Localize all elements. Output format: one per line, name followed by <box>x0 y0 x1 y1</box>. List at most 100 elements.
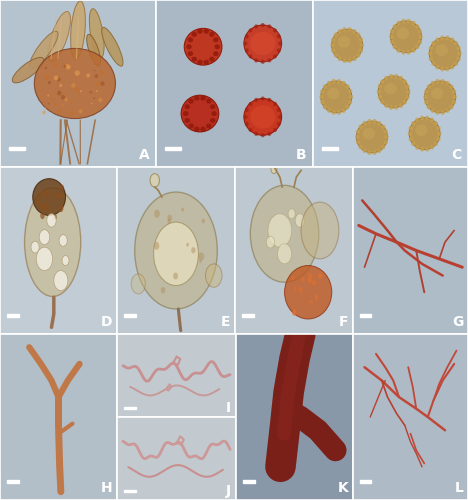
Ellipse shape <box>59 234 67 246</box>
Ellipse shape <box>390 40 395 44</box>
Bar <box>322 147 338 150</box>
Ellipse shape <box>184 104 190 109</box>
Ellipse shape <box>337 56 342 61</box>
Ellipse shape <box>78 92 80 94</box>
Ellipse shape <box>390 29 395 34</box>
Ellipse shape <box>381 124 385 129</box>
Text: A: A <box>139 148 150 162</box>
Ellipse shape <box>245 34 249 38</box>
Bar <box>9 147 25 150</box>
Bar <box>124 407 136 408</box>
Bar <box>7 480 19 484</box>
Ellipse shape <box>102 28 123 66</box>
Ellipse shape <box>293 309 296 314</box>
Ellipse shape <box>384 134 389 140</box>
Bar <box>242 314 254 318</box>
Ellipse shape <box>377 121 381 126</box>
Ellipse shape <box>334 32 338 37</box>
Ellipse shape <box>409 118 440 150</box>
Ellipse shape <box>389 74 393 78</box>
Ellipse shape <box>39 230 50 244</box>
Ellipse shape <box>435 79 440 84</box>
Ellipse shape <box>58 109 62 114</box>
Ellipse shape <box>435 44 448 56</box>
Ellipse shape <box>243 42 248 46</box>
Ellipse shape <box>434 142 438 146</box>
Ellipse shape <box>454 62 458 66</box>
Ellipse shape <box>96 90 98 92</box>
Ellipse shape <box>434 121 438 126</box>
Ellipse shape <box>409 126 413 130</box>
Ellipse shape <box>394 74 398 78</box>
Ellipse shape <box>320 100 325 104</box>
Ellipse shape <box>191 32 197 37</box>
Ellipse shape <box>254 58 258 62</box>
Ellipse shape <box>362 121 367 126</box>
Ellipse shape <box>449 84 453 89</box>
Ellipse shape <box>53 62 58 68</box>
Ellipse shape <box>440 36 444 40</box>
Ellipse shape <box>243 115 248 119</box>
Ellipse shape <box>331 38 336 42</box>
Ellipse shape <box>194 126 199 132</box>
Ellipse shape <box>59 84 62 87</box>
Ellipse shape <box>44 74 50 80</box>
Ellipse shape <box>384 104 388 108</box>
Ellipse shape <box>292 310 297 316</box>
Ellipse shape <box>380 100 385 104</box>
Ellipse shape <box>323 84 327 89</box>
Ellipse shape <box>273 128 277 132</box>
Ellipse shape <box>423 94 428 99</box>
Ellipse shape <box>205 264 222 287</box>
Ellipse shape <box>301 277 305 282</box>
Ellipse shape <box>57 77 61 82</box>
Ellipse shape <box>359 48 363 53</box>
Ellipse shape <box>64 98 68 102</box>
Ellipse shape <box>54 270 68 290</box>
Ellipse shape <box>372 119 377 124</box>
Ellipse shape <box>330 43 335 48</box>
Ellipse shape <box>331 79 336 84</box>
Ellipse shape <box>402 100 407 104</box>
Ellipse shape <box>29 31 58 69</box>
Ellipse shape <box>418 34 423 39</box>
Ellipse shape <box>42 110 46 114</box>
Ellipse shape <box>277 122 281 126</box>
Ellipse shape <box>435 65 439 70</box>
Ellipse shape <box>41 203 46 209</box>
Ellipse shape <box>427 104 431 110</box>
Ellipse shape <box>44 108 46 109</box>
Ellipse shape <box>90 91 92 94</box>
Ellipse shape <box>429 46 433 51</box>
Ellipse shape <box>44 189 50 196</box>
Ellipse shape <box>415 118 419 122</box>
Ellipse shape <box>358 124 363 129</box>
Ellipse shape <box>457 51 461 56</box>
Ellipse shape <box>424 89 428 94</box>
Ellipse shape <box>245 108 249 112</box>
Ellipse shape <box>186 242 189 246</box>
Ellipse shape <box>352 56 357 61</box>
Ellipse shape <box>440 110 445 115</box>
Ellipse shape <box>273 28 277 32</box>
Ellipse shape <box>384 76 388 80</box>
Ellipse shape <box>48 12 71 62</box>
Ellipse shape <box>277 108 281 112</box>
Ellipse shape <box>273 54 277 58</box>
Ellipse shape <box>431 81 435 86</box>
Ellipse shape <box>319 94 324 99</box>
Ellipse shape <box>213 38 219 43</box>
Ellipse shape <box>411 48 416 53</box>
Ellipse shape <box>327 108 331 113</box>
Ellipse shape <box>48 81 51 84</box>
Text: E: E <box>221 315 230 329</box>
Ellipse shape <box>194 96 199 100</box>
Ellipse shape <box>348 89 352 94</box>
Ellipse shape <box>250 105 275 128</box>
Ellipse shape <box>100 71 104 75</box>
Ellipse shape <box>338 36 350 48</box>
Bar <box>360 314 372 318</box>
Ellipse shape <box>427 84 431 89</box>
Ellipse shape <box>40 202 43 209</box>
Ellipse shape <box>359 43 364 48</box>
